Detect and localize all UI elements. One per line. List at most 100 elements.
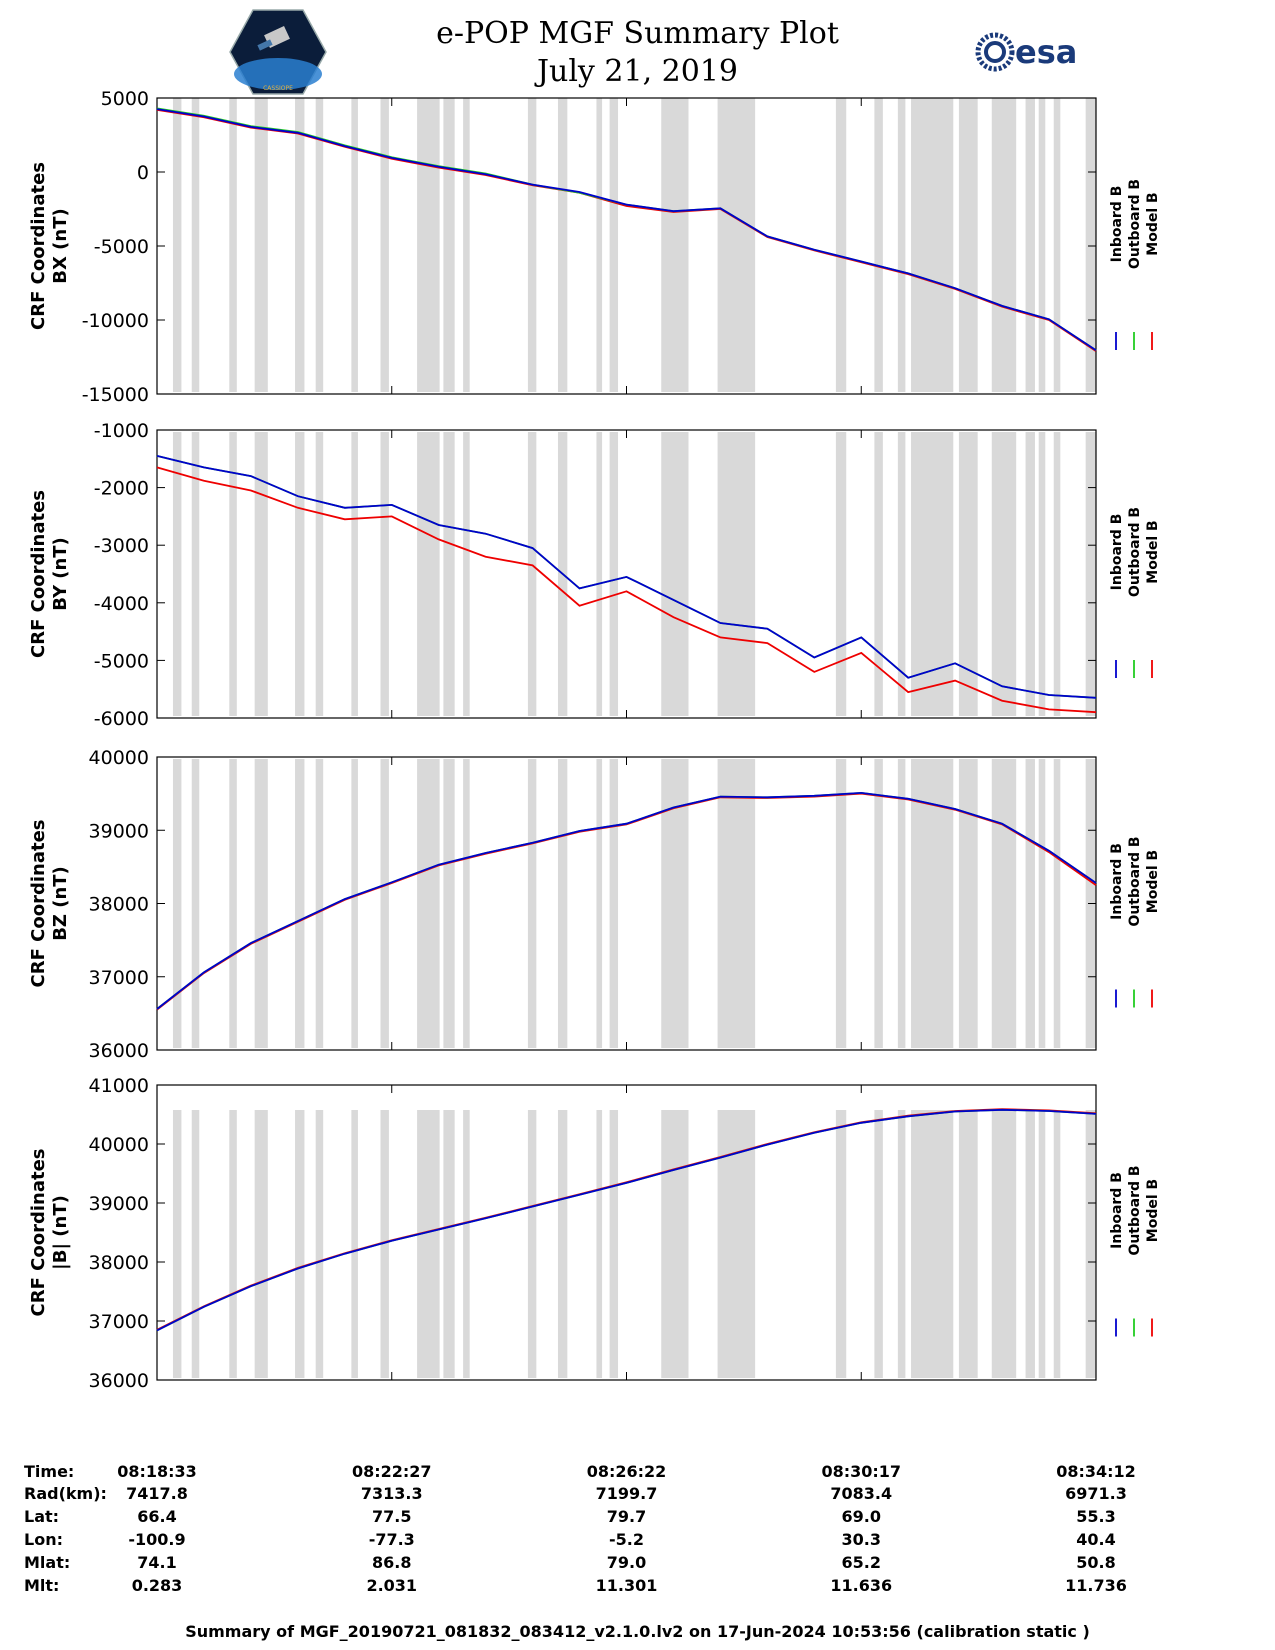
- data-gap-band: [958, 1110, 978, 1378]
- ephemeris-row-label: Lat:: [24, 1507, 60, 1526]
- series-line-inboard-b: [156, 455, 1097, 699]
- data-gap-band: [315, 1110, 324, 1378]
- data-gap-band: [557, 1110, 568, 1378]
- ephemeris-cell: 08:34:12: [1056, 1462, 1136, 1481]
- ephemeris-cell: 0.283: [131, 1576, 183, 1595]
- ephemeris-cell: 2.031: [366, 1576, 418, 1595]
- series-line-inboard-b: [156, 108, 1097, 352]
- data-gap-band: [1038, 1110, 1046, 1378]
- ephemeris-cell: 11.736: [1065, 1576, 1127, 1595]
- data-gap-band: [1038, 759, 1046, 1048]
- data-gap-band: [661, 1110, 689, 1378]
- y-tick-label: -5000: [94, 650, 149, 672]
- ephemeris-cell: 7083.4: [830, 1484, 893, 1503]
- data-gap-band: [609, 98, 619, 392]
- data-gap-band: [661, 98, 689, 392]
- data-gap-band: [991, 1110, 1017, 1378]
- data-gap-band: [254, 98, 268, 392]
- y-axis-label: CRF Coordinates: [28, 820, 49, 988]
- legend-label: Model B: [1145, 520, 1161, 583]
- data-gap-band: [874, 1110, 883, 1378]
- legend-label: Outboard B: [1127, 1165, 1143, 1255]
- data-gap-band: [463, 759, 470, 1048]
- ephemeris-table: Time: Rad(km): Lat: Lon: Mlat: Mlt: 08:18:33 74…: [0, 1462, 1275, 1612]
- ephemeris-cell: 08:26:22: [586, 1462, 667, 1481]
- legend-label: Inboard B: [1109, 514, 1125, 591]
- data-gap-band: [1053, 98, 1061, 392]
- data-gap-band: [609, 432, 619, 716]
- data-gap-band: [315, 759, 324, 1048]
- ephemeris-cell: 7417.8: [126, 1484, 188, 1503]
- data-gap-band: [351, 432, 358, 716]
- data-gap-band: [1025, 1110, 1035, 1378]
- legend-label: Model B: [1145, 192, 1161, 255]
- data-gap-band: [295, 98, 305, 392]
- data-gap-band: [835, 1110, 847, 1378]
- data-gap-band: [911, 98, 954, 392]
- data-gap-band: [417, 1110, 440, 1378]
- data-gap-band: [1085, 432, 1096, 716]
- data-gap-band: [315, 432, 324, 716]
- legend-label: Outboard B: [1127, 507, 1143, 597]
- data-gap-band: [463, 1110, 470, 1378]
- ephemeris-cell: 55.3: [1076, 1507, 1116, 1526]
- plot-title: e-POP MGF Summary Plot: [436, 16, 839, 51]
- y-tick-label: 38000: [89, 1252, 149, 1274]
- data-gap-band: [229, 432, 237, 716]
- ephemeris-row-label: Time:: [24, 1462, 75, 1481]
- y-tick-label: 0: [137, 162, 149, 184]
- y-tick-label: 37000: [89, 967, 149, 989]
- data-gap-band: [1053, 759, 1061, 1048]
- data-gap-band: [958, 98, 978, 392]
- ephemeris-cell: 08:18:33: [117, 1462, 197, 1481]
- data-gap-band: [1025, 759, 1035, 1048]
- data-gap-band: [295, 1110, 305, 1378]
- data-gap-band: [1053, 432, 1061, 716]
- data-gap-band: [229, 98, 237, 392]
- ephemeris-cell: 77.5: [372, 1507, 412, 1526]
- data-gap-band: [254, 1110, 268, 1378]
- legend-label: Inboard B: [1109, 1172, 1125, 1249]
- ephemeris-row-label: Mlat:: [24, 1553, 71, 1572]
- data-gap-band: [443, 432, 455, 716]
- ephemeris-cell: 86.8: [372, 1553, 412, 1572]
- data-gap-band: [1038, 98, 1046, 392]
- data-gap-band: [897, 1110, 906, 1378]
- y-axis-label: BX (nT): [50, 208, 71, 283]
- ephemeris-cell: 69.0: [841, 1507, 881, 1526]
- data-gap-band: [380, 98, 389, 392]
- data-gap-band: [380, 432, 389, 716]
- data-gap-band: [897, 759, 906, 1048]
- data-gap-band: [835, 432, 847, 716]
- series-line-model-b: [156, 466, 1097, 714]
- data-gap-band: [254, 432, 268, 716]
- y-tick-label: 36000: [89, 1370, 149, 1392]
- svg-text:esa: esa: [1015, 33, 1077, 71]
- data-gap-band: [717, 98, 756, 392]
- ephemeris-cell: 65.2: [841, 1553, 881, 1572]
- data-gap-band: [172, 759, 182, 1048]
- data-gap-band: [897, 98, 906, 392]
- data-gap-band: [172, 1110, 182, 1378]
- legend-label: Outboard B: [1127, 836, 1143, 926]
- ephemeris-cell: 6971.3: [1065, 1484, 1127, 1503]
- legend-label: Inboard B: [1109, 843, 1125, 920]
- data-gap-band: [991, 98, 1017, 392]
- data-gap-band: [958, 432, 978, 716]
- y-axis-label: CRF Coordinates: [28, 1149, 49, 1317]
- data-gap-band: [191, 98, 200, 392]
- legend-label: Model B: [1145, 1179, 1161, 1242]
- data-gap-band: [229, 1110, 237, 1378]
- data-gap-band: [527, 759, 537, 1048]
- series-line-inboard-b: [156, 1108, 1097, 1332]
- data-gap-band: [911, 1110, 954, 1378]
- data-gap-band: [897, 432, 906, 716]
- data-gap-band: [191, 759, 200, 1048]
- y-tick-label: 39000: [89, 1193, 149, 1215]
- data-gap-band: [443, 759, 455, 1048]
- data-gap-band: [351, 759, 358, 1048]
- ephemeris-cell: 79.0: [606, 1553, 647, 1572]
- data-gap-band: [1085, 98, 1096, 392]
- y-tick-label: -2000: [94, 478, 149, 500]
